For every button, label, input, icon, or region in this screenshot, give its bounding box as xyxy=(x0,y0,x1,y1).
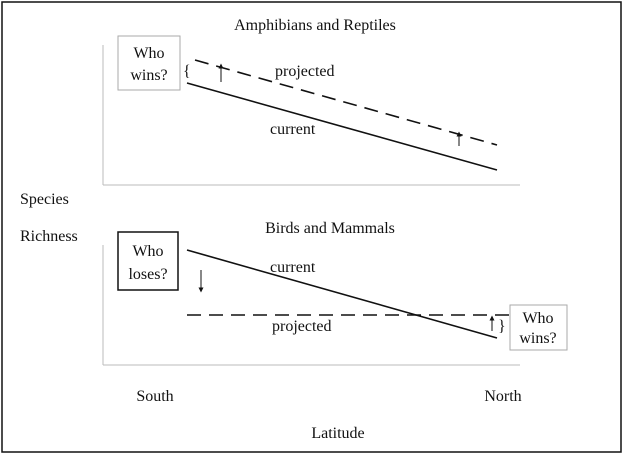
line-label: projected xyxy=(275,63,335,80)
box xyxy=(117,35,181,91)
x-label: North xyxy=(484,388,521,405)
y-label: Species xyxy=(20,191,69,208)
box-text: wins? xyxy=(519,330,556,347)
current-line xyxy=(186,249,498,339)
box-text: Who xyxy=(133,45,164,62)
box-text: wins? xyxy=(130,67,167,84)
panel-title: Birds and Mammals xyxy=(265,220,395,237)
line-label: projected xyxy=(272,318,332,335)
brace: } xyxy=(498,318,506,335)
x-axis-title: Latitude xyxy=(311,425,364,442)
x-label: South xyxy=(136,388,173,405)
current-line xyxy=(186,82,498,171)
panel-title: Amphibians and Reptiles xyxy=(234,17,396,34)
box-text: Who xyxy=(132,243,163,260)
box xyxy=(117,231,179,291)
line-label: current xyxy=(270,121,316,138)
line-label: current xyxy=(270,259,316,276)
box-text: Who xyxy=(522,310,553,327)
brace: { xyxy=(183,63,191,80)
box-text: loses? xyxy=(128,266,167,283)
y-label: Richness xyxy=(20,228,78,245)
box xyxy=(509,304,568,351)
projected-line xyxy=(194,59,498,146)
